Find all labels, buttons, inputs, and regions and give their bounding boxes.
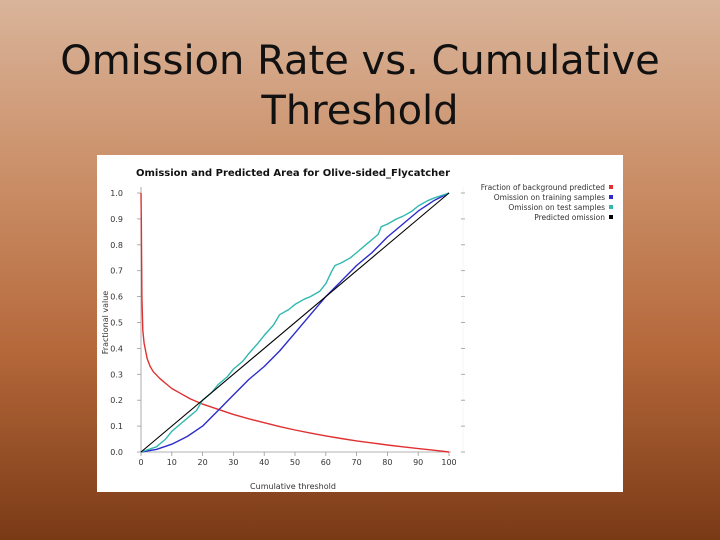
legend: Fraction of background predictedOmission… xyxy=(481,183,613,222)
y-tick-label: 0.4 xyxy=(110,344,123,353)
legend-label-2: Omission on training samples xyxy=(494,193,605,202)
chart-panel: Omission and Predicted Area for Olive-si… xyxy=(97,155,623,492)
y-tick-label: 0.1 xyxy=(110,422,123,431)
y-tick-label: 0.5 xyxy=(110,319,123,328)
legend-label-1: Fraction of background predicted xyxy=(481,183,605,192)
series-line-1 xyxy=(140,192,450,453)
chart-background xyxy=(97,155,623,492)
y-tick-label: 0.8 xyxy=(110,241,123,250)
y-tick-label: 0.2 xyxy=(110,396,123,405)
x-tick-label: 50 xyxy=(290,458,300,467)
chart-title: Omission and Predicted Area for Olive-si… xyxy=(136,168,450,179)
x-tick-label: 80 xyxy=(382,458,392,467)
series-line-3 xyxy=(140,192,450,453)
series-layer xyxy=(140,192,450,453)
y-tick-label: 1.0 xyxy=(110,189,123,198)
y-tick-label: 0.0 xyxy=(110,448,123,457)
slide-title-text: Omission Rate vs. Cumulative Threshold xyxy=(60,38,660,134)
x-axis-label: Cumulative threshold xyxy=(250,482,336,491)
x-tick-label: 20 xyxy=(198,458,208,467)
series-line-2 xyxy=(140,192,450,453)
legend-label-3: Omission on test samples xyxy=(508,203,605,212)
x-tick-label: 100 xyxy=(441,458,456,467)
y-tick-label: 0.3 xyxy=(110,370,123,379)
series-line-4 xyxy=(140,192,450,453)
y-axis-label: Fractional value xyxy=(101,291,110,355)
x-tick-label: 10 xyxy=(167,458,177,467)
y-tick-label: 0.7 xyxy=(110,267,123,276)
x-tick-label: 90 xyxy=(413,458,423,467)
y-tick-label: 0.9 xyxy=(110,215,123,224)
legend-swatch-2 xyxy=(609,195,613,199)
y-tick-label: 0.6 xyxy=(110,293,123,302)
legend-label-4: Predicted omission xyxy=(534,213,605,222)
x-tick-label: 30 xyxy=(228,458,238,467)
legend-swatch-1 xyxy=(609,185,613,189)
legend-swatch-4 xyxy=(609,215,613,219)
omission-chart: Omission and Predicted Area for Olive-si… xyxy=(97,155,623,492)
x-tick-label: 70 xyxy=(352,458,362,467)
legend-swatch-3 xyxy=(609,205,613,209)
x-tick-label: 40 xyxy=(259,458,269,467)
axis-ticks: 0.0 0.1 0.2 0.3 0.4 0.5 0.6 0.7 0.8 0.9 1.0 0 10 20 30… xyxy=(110,189,465,467)
x-tick-label: 0 xyxy=(138,458,143,467)
x-tick-label: 60 xyxy=(321,458,331,467)
slide-title: Omission Rate vs. Cumulative Threshold xyxy=(0,36,720,136)
